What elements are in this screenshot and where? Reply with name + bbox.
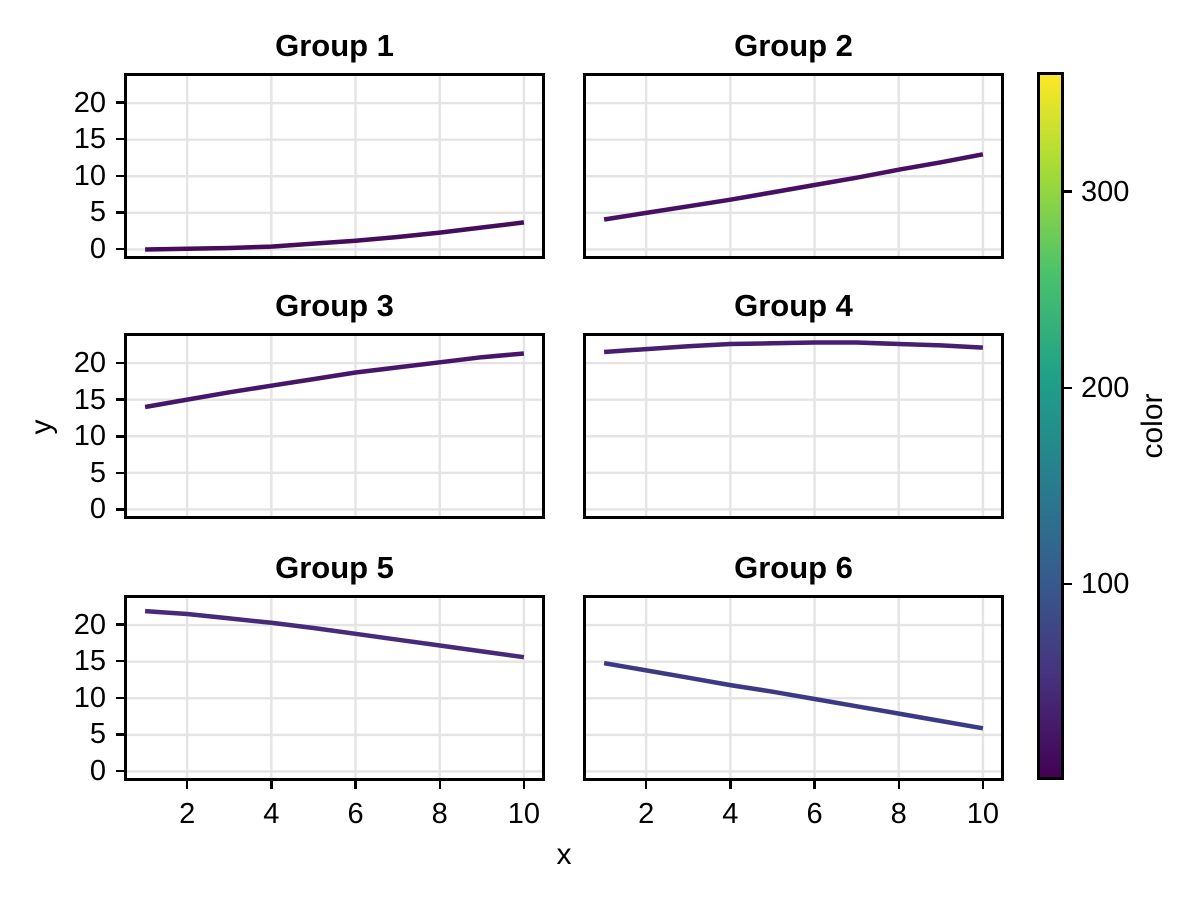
y-tick-label: 15 <box>73 645 106 678</box>
data-line <box>144 608 525 659</box>
line-plot-group-5 <box>127 597 542 778</box>
y-tick-mark <box>116 101 124 104</box>
x-tick-mark <box>185 780 189 789</box>
colorbar-label: color <box>1136 393 1169 459</box>
data-line <box>603 660 984 731</box>
x-tick-mark <box>438 780 441 789</box>
y-tick-mark <box>116 696 124 699</box>
x-tick-label: 8 <box>431 797 448 830</box>
line-plot-group-4 <box>586 336 1001 516</box>
y-tick-mark <box>116 623 124 626</box>
y-tick-mark <box>116 769 124 773</box>
x-tick-label: 4 <box>263 797 280 830</box>
y-tick-label: 0 <box>89 493 106 526</box>
colorbar <box>1037 72 1064 780</box>
colorbar-tick-label: 200 <box>1081 371 1130 404</box>
y-tick-mark <box>116 174 124 177</box>
panel-title-group-4: Group 4 <box>734 288 853 323</box>
y-tick-label: 10 <box>73 420 106 453</box>
x-tick-mark <box>897 780 900 789</box>
colorbar-tick-mark <box>1064 190 1072 193</box>
data-line <box>144 351 525 410</box>
y-tick-mark <box>116 435 124 438</box>
line-plot-group-3 <box>127 336 542 516</box>
panel-title-group-3: Group 3 <box>275 288 394 323</box>
x-tick-label: 8 <box>890 797 907 830</box>
y-tick-mark <box>116 508 124 511</box>
x-tick-label: 2 <box>179 797 196 830</box>
x-tick-mark <box>522 780 526 789</box>
y-tick-label: 20 <box>73 86 106 119</box>
colorbar-tick-label: 100 <box>1081 567 1130 600</box>
y-tick-mark <box>116 137 124 141</box>
y-tick-mark <box>116 361 124 365</box>
panel-group-5 <box>124 594 545 781</box>
x-tick-mark <box>270 780 273 789</box>
colorbar-tick-label: 300 <box>1081 175 1130 208</box>
panel-group-4 <box>583 333 1004 519</box>
line-plot-group-1 <box>127 75 542 256</box>
y-tick-mark <box>116 247 124 251</box>
x-tick-mark <box>354 780 357 789</box>
y-tick-label: 5 <box>89 196 106 229</box>
y-tick-label: 5 <box>89 718 106 751</box>
y-tick-mark <box>116 398 124 401</box>
x-tick-label: 6 <box>806 797 823 830</box>
panel-title-group-5: Group 5 <box>275 549 394 585</box>
y-tick-mark <box>116 659 124 663</box>
y-tick-label: 10 <box>73 681 106 714</box>
x-tick-mark <box>729 780 732 789</box>
y-tick-label: 0 <box>89 232 106 265</box>
y-tick-mark <box>116 733 124 736</box>
colorbar-tick-mark <box>1064 386 1072 389</box>
panel-group-3 <box>124 333 545 519</box>
y-tick-mark <box>116 471 124 475</box>
panel-group-6 <box>583 594 1004 781</box>
line-plot-group-2 <box>586 75 1001 256</box>
y-axis-label: y <box>25 419 58 434</box>
y-tick-label: 0 <box>89 754 106 787</box>
panel-title-group-2: Group 2 <box>734 27 853 63</box>
panel-title-group-6: Group 6 <box>734 549 853 585</box>
colorbar-tick-mark <box>1064 582 1072 586</box>
x-tick-label: 6 <box>347 797 364 830</box>
x-tick-mark <box>981 780 985 789</box>
line-plot-group-6 <box>586 597 1001 778</box>
data-line <box>603 340 984 355</box>
x-tick-label: 2 <box>638 797 655 830</box>
y-tick-label: 15 <box>73 383 106 416</box>
panel-group-1 <box>124 72 545 259</box>
panel-group-2 <box>583 72 1004 259</box>
y-tick-label: 15 <box>73 123 106 156</box>
x-tick-label: 10 <box>966 797 1000 830</box>
data-line <box>603 151 984 222</box>
y-tick-label: 20 <box>73 608 106 641</box>
y-tick-label: 5 <box>89 456 106 489</box>
y-tick-mark <box>116 211 124 214</box>
x-tick-mark <box>644 780 648 789</box>
data-line <box>145 219 525 252</box>
x-tick-mark <box>813 780 816 789</box>
x-tick-label: 10 <box>507 797 541 830</box>
panel-title-group-1: Group 1 <box>275 27 394 63</box>
y-tick-label: 10 <box>73 159 106 192</box>
x-tick-label: 4 <box>722 797 739 830</box>
y-tick-label: 20 <box>73 347 106 380</box>
x-axis-label: x <box>556 838 572 871</box>
